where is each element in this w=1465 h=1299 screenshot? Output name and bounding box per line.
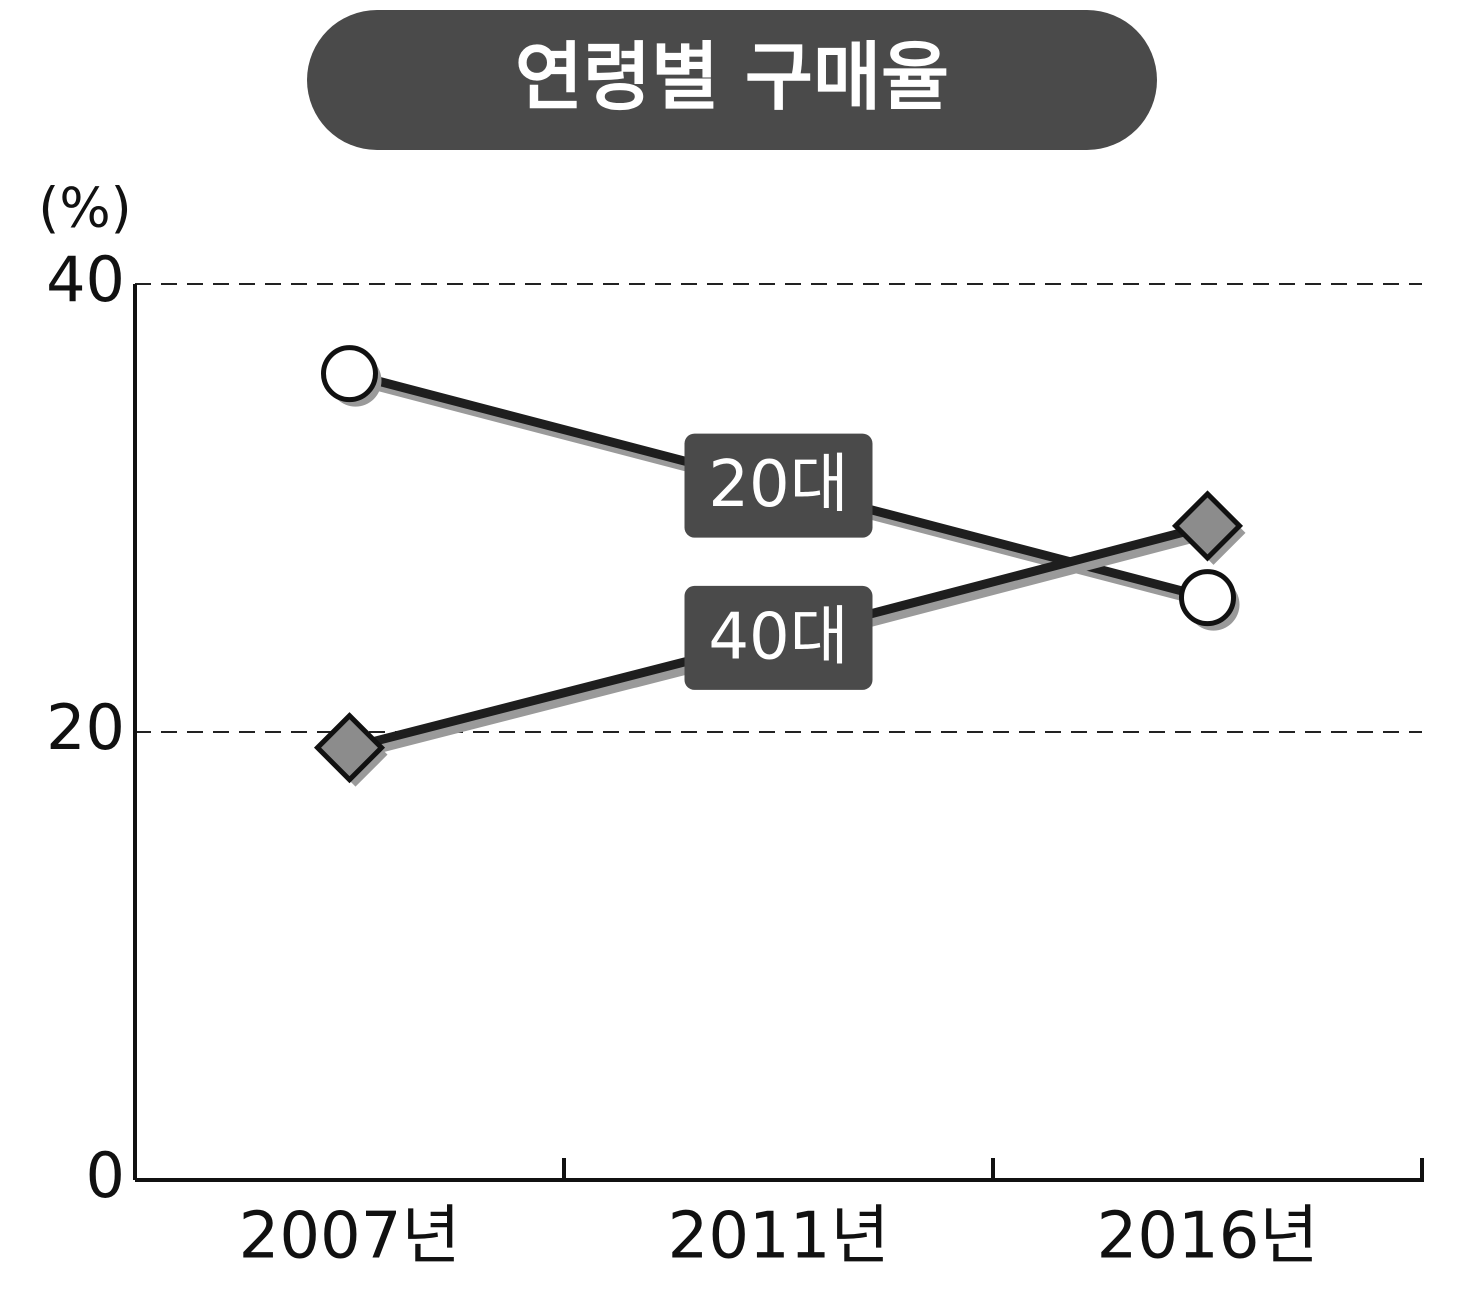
point-marker: [321, 345, 378, 403]
x-tick-label: 2007년: [239, 1200, 461, 1274]
y-tick-label: 0: [86, 1139, 125, 1212]
x-tick-label: 2011년: [668, 1200, 890, 1274]
y-tick-label: 40: [46, 243, 125, 316]
y-tick-label: 20: [46, 691, 125, 764]
y-unit-label: (%): [38, 177, 131, 240]
series-label-box: [684, 585, 873, 690]
chart-title: 연령별 구매율: [515, 35, 949, 121]
point-marker: [1179, 569, 1236, 627]
series-label: 40대: [708, 600, 848, 674]
title-pill: [307, 10, 1157, 150]
x-tick-label: 2016년: [1097, 1200, 1319, 1274]
series-label-box: [684, 433, 873, 538]
point-marker: [1171, 490, 1244, 562]
series-label: 20대: [708, 448, 848, 522]
point-marker: [313, 712, 386, 784]
